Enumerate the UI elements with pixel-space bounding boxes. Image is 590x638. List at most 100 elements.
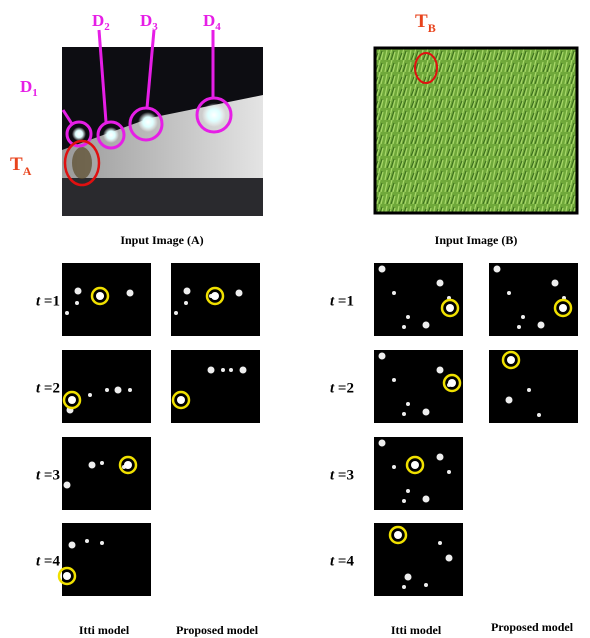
- salient-spot: [552, 280, 559, 287]
- salient-spot: [506, 397, 513, 404]
- salient-spot: [438, 541, 442, 545]
- salient-spot: [448, 379, 456, 387]
- target-label: TA: [10, 154, 32, 178]
- salient-spot: [85, 539, 89, 543]
- row-label: t =1: [330, 294, 354, 310]
- row-label: t =1: [36, 294, 60, 310]
- salient-spot: [392, 465, 396, 469]
- salient-spot: [402, 325, 406, 329]
- salient-spot: [446, 304, 454, 312]
- salient-spot: [507, 356, 515, 364]
- row-value: =3: [40, 468, 60, 484]
- row-value: =1: [334, 294, 354, 310]
- salient-spot: [402, 585, 406, 589]
- salient-spot: [494, 266, 501, 273]
- salient-spot: [424, 583, 428, 587]
- salient-spot: [392, 378, 396, 382]
- saliency-map: [489, 263, 578, 336]
- salient-spot: [100, 461, 104, 465]
- row-value: =2: [40, 381, 60, 397]
- detection-label: D2: [92, 11, 110, 33]
- salient-spot: [221, 368, 225, 372]
- column-label: Proposed model: [176, 623, 259, 637]
- salient-spot: [402, 412, 406, 416]
- salient-spot: [406, 402, 410, 406]
- column-label: Itti model: [79, 623, 130, 637]
- salient-spot: [423, 496, 430, 503]
- row-label: t =4: [330, 554, 354, 570]
- salient-spot: [537, 413, 541, 417]
- salient-spot: [184, 288, 191, 295]
- saliency-map: [62, 263, 151, 336]
- salient-spot: [127, 290, 134, 297]
- input-image-b: [375, 48, 577, 213]
- salient-spot: [447, 470, 451, 474]
- salient-spot: [437, 280, 444, 287]
- row-value: =4: [40, 554, 60, 570]
- salient-spot: [423, 322, 430, 329]
- saliency-map: [374, 523, 463, 596]
- salient-spot: [521, 315, 525, 319]
- column-label: Itti model: [391, 623, 442, 637]
- salient-spot: [75, 301, 79, 305]
- salient-spot: [124, 461, 132, 469]
- salient-spot: [411, 461, 419, 469]
- salient-spot: [96, 292, 104, 300]
- salient-spot: [75, 288, 82, 295]
- salient-spot: [174, 311, 178, 315]
- salient-spot: [177, 396, 185, 404]
- salient-spot: [405, 574, 412, 581]
- salient-spot: [392, 291, 396, 295]
- salient-spot: [236, 290, 243, 297]
- salient-spot: [379, 353, 386, 360]
- row-value: =4: [334, 554, 354, 570]
- salient-spot: [379, 440, 386, 447]
- saliency-map: [59, 523, 151, 596]
- salient-spot: [527, 388, 531, 392]
- row-label: t =3: [330, 468, 354, 484]
- detection-label: D4: [203, 11, 221, 33]
- salient-spot: [115, 387, 122, 394]
- salient-spot: [100, 541, 104, 545]
- salient-spot: [68, 396, 76, 404]
- caption: Input Image (A): [120, 233, 203, 247]
- row-label: t =4: [36, 554, 60, 570]
- salient-spot: [446, 555, 453, 562]
- saliency-map: [489, 350, 578, 423]
- map-background: [62, 437, 151, 510]
- salient-spot: [402, 499, 406, 503]
- salient-spot: [240, 367, 247, 374]
- salient-spot: [538, 322, 545, 329]
- row-label: t =2: [36, 381, 60, 397]
- salient-spot: [63, 572, 71, 580]
- salient-spot: [406, 489, 410, 493]
- saliency-map: [62, 350, 151, 423]
- salient-spot: [89, 462, 96, 469]
- salient-spot: [406, 315, 410, 319]
- caption: Input Image (B): [435, 233, 518, 247]
- salient-spot: [229, 368, 233, 372]
- salient-spot: [88, 393, 92, 397]
- salient-spot: [211, 292, 219, 300]
- saliency-map: [374, 437, 463, 510]
- row-label: t =2: [330, 381, 354, 397]
- salient-spot: [64, 482, 71, 489]
- detection-label: D3: [140, 11, 158, 33]
- saliency-map: [374, 350, 463, 423]
- salient-spot: [379, 266, 386, 273]
- salient-spot: [394, 531, 402, 539]
- row-label: t =3: [36, 468, 60, 484]
- saliency-map: [171, 350, 260, 423]
- target-label: TB: [415, 11, 436, 35]
- salient-spot: [507, 291, 511, 295]
- salient-spot: [423, 409, 430, 416]
- salient-spot: [65, 311, 69, 315]
- salient-spot: [437, 454, 444, 461]
- map-background: [62, 350, 151, 423]
- salient-spot: [517, 325, 521, 329]
- figure: D1 D2 D3 D4 TA TB Input Image (A) Input …: [0, 0, 590, 638]
- salient-spot: [559, 304, 567, 312]
- salient-spot: [208, 367, 215, 374]
- map-background: [171, 350, 260, 423]
- saliency-map: [171, 263, 260, 336]
